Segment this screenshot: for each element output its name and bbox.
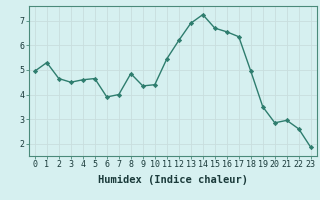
X-axis label: Humidex (Indice chaleur): Humidex (Indice chaleur) (98, 175, 248, 185)
